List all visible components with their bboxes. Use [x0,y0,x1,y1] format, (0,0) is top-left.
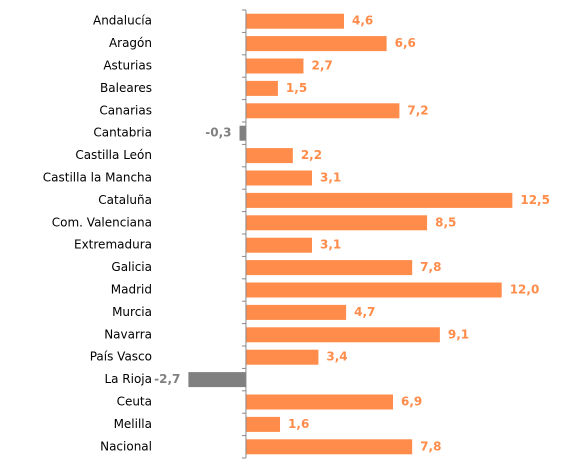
category-label: Andalucía [93,14,152,28]
bar [245,439,413,455]
bar [245,80,278,96]
category-label: Castilla León [75,148,152,162]
bar [245,103,400,119]
bar [245,416,281,432]
value-label: 6,9 [401,395,422,409]
value-label: 12,5 [520,193,550,207]
category-label: Navarra [104,327,152,341]
category-label: Cataluña [98,193,152,207]
bar [245,304,347,320]
value-label: 8,5 [435,215,456,229]
category-label: Extremadura [74,238,152,252]
category-label: Asturias [103,59,152,73]
bar [245,148,293,164]
category-label: Madrid [111,283,152,297]
value-label: 12,0 [510,283,540,297]
category-label: Aragón [109,36,152,50]
value-label: 2,2 [301,148,322,162]
bar [245,260,413,276]
value-label: 3,1 [320,238,341,252]
category-label: Castilla la Mancha [43,171,152,185]
value-label: 4,6 [352,14,373,28]
bar [245,327,440,343]
bar [245,13,344,29]
value-label: 6,6 [395,36,416,50]
category-label: Ceuta [117,395,152,409]
value-label: 4,7 [354,305,375,319]
value-label: 9,1 [448,327,469,341]
bar [245,215,428,231]
bar [245,349,319,365]
bar [245,170,313,186]
bar [188,372,246,388]
bar [245,192,513,208]
value-label: 7,8 [420,260,441,274]
value-label: 1,6 [288,417,309,431]
category-label: Canarias [99,103,152,117]
value-label: 7,2 [407,103,428,117]
category-label: Nacional [100,439,152,453]
value-label: -0,3 [205,126,231,140]
category-label: Murcia [112,305,152,319]
category-label: Cantabria [93,126,152,140]
category-label: Galicia [111,260,152,274]
category-label: Melilla [114,417,152,431]
value-label: 7,8 [420,439,441,453]
value-label: -2,7 [154,372,180,386]
bar [245,36,387,52]
value-label: 3,4 [326,350,347,364]
value-label: 1,5 [286,81,307,95]
bar [245,282,502,298]
category-label: País Vasco [90,350,152,364]
value-label: 2,7 [311,59,332,73]
value-label: 3,1 [320,171,341,185]
category-label: Com. Valenciana [52,215,152,229]
bar [245,58,304,74]
bar [245,394,393,410]
bar [239,125,246,141]
category-label: Baleares [100,81,152,95]
category-label: La Rioja [104,372,152,386]
bar [245,237,313,253]
